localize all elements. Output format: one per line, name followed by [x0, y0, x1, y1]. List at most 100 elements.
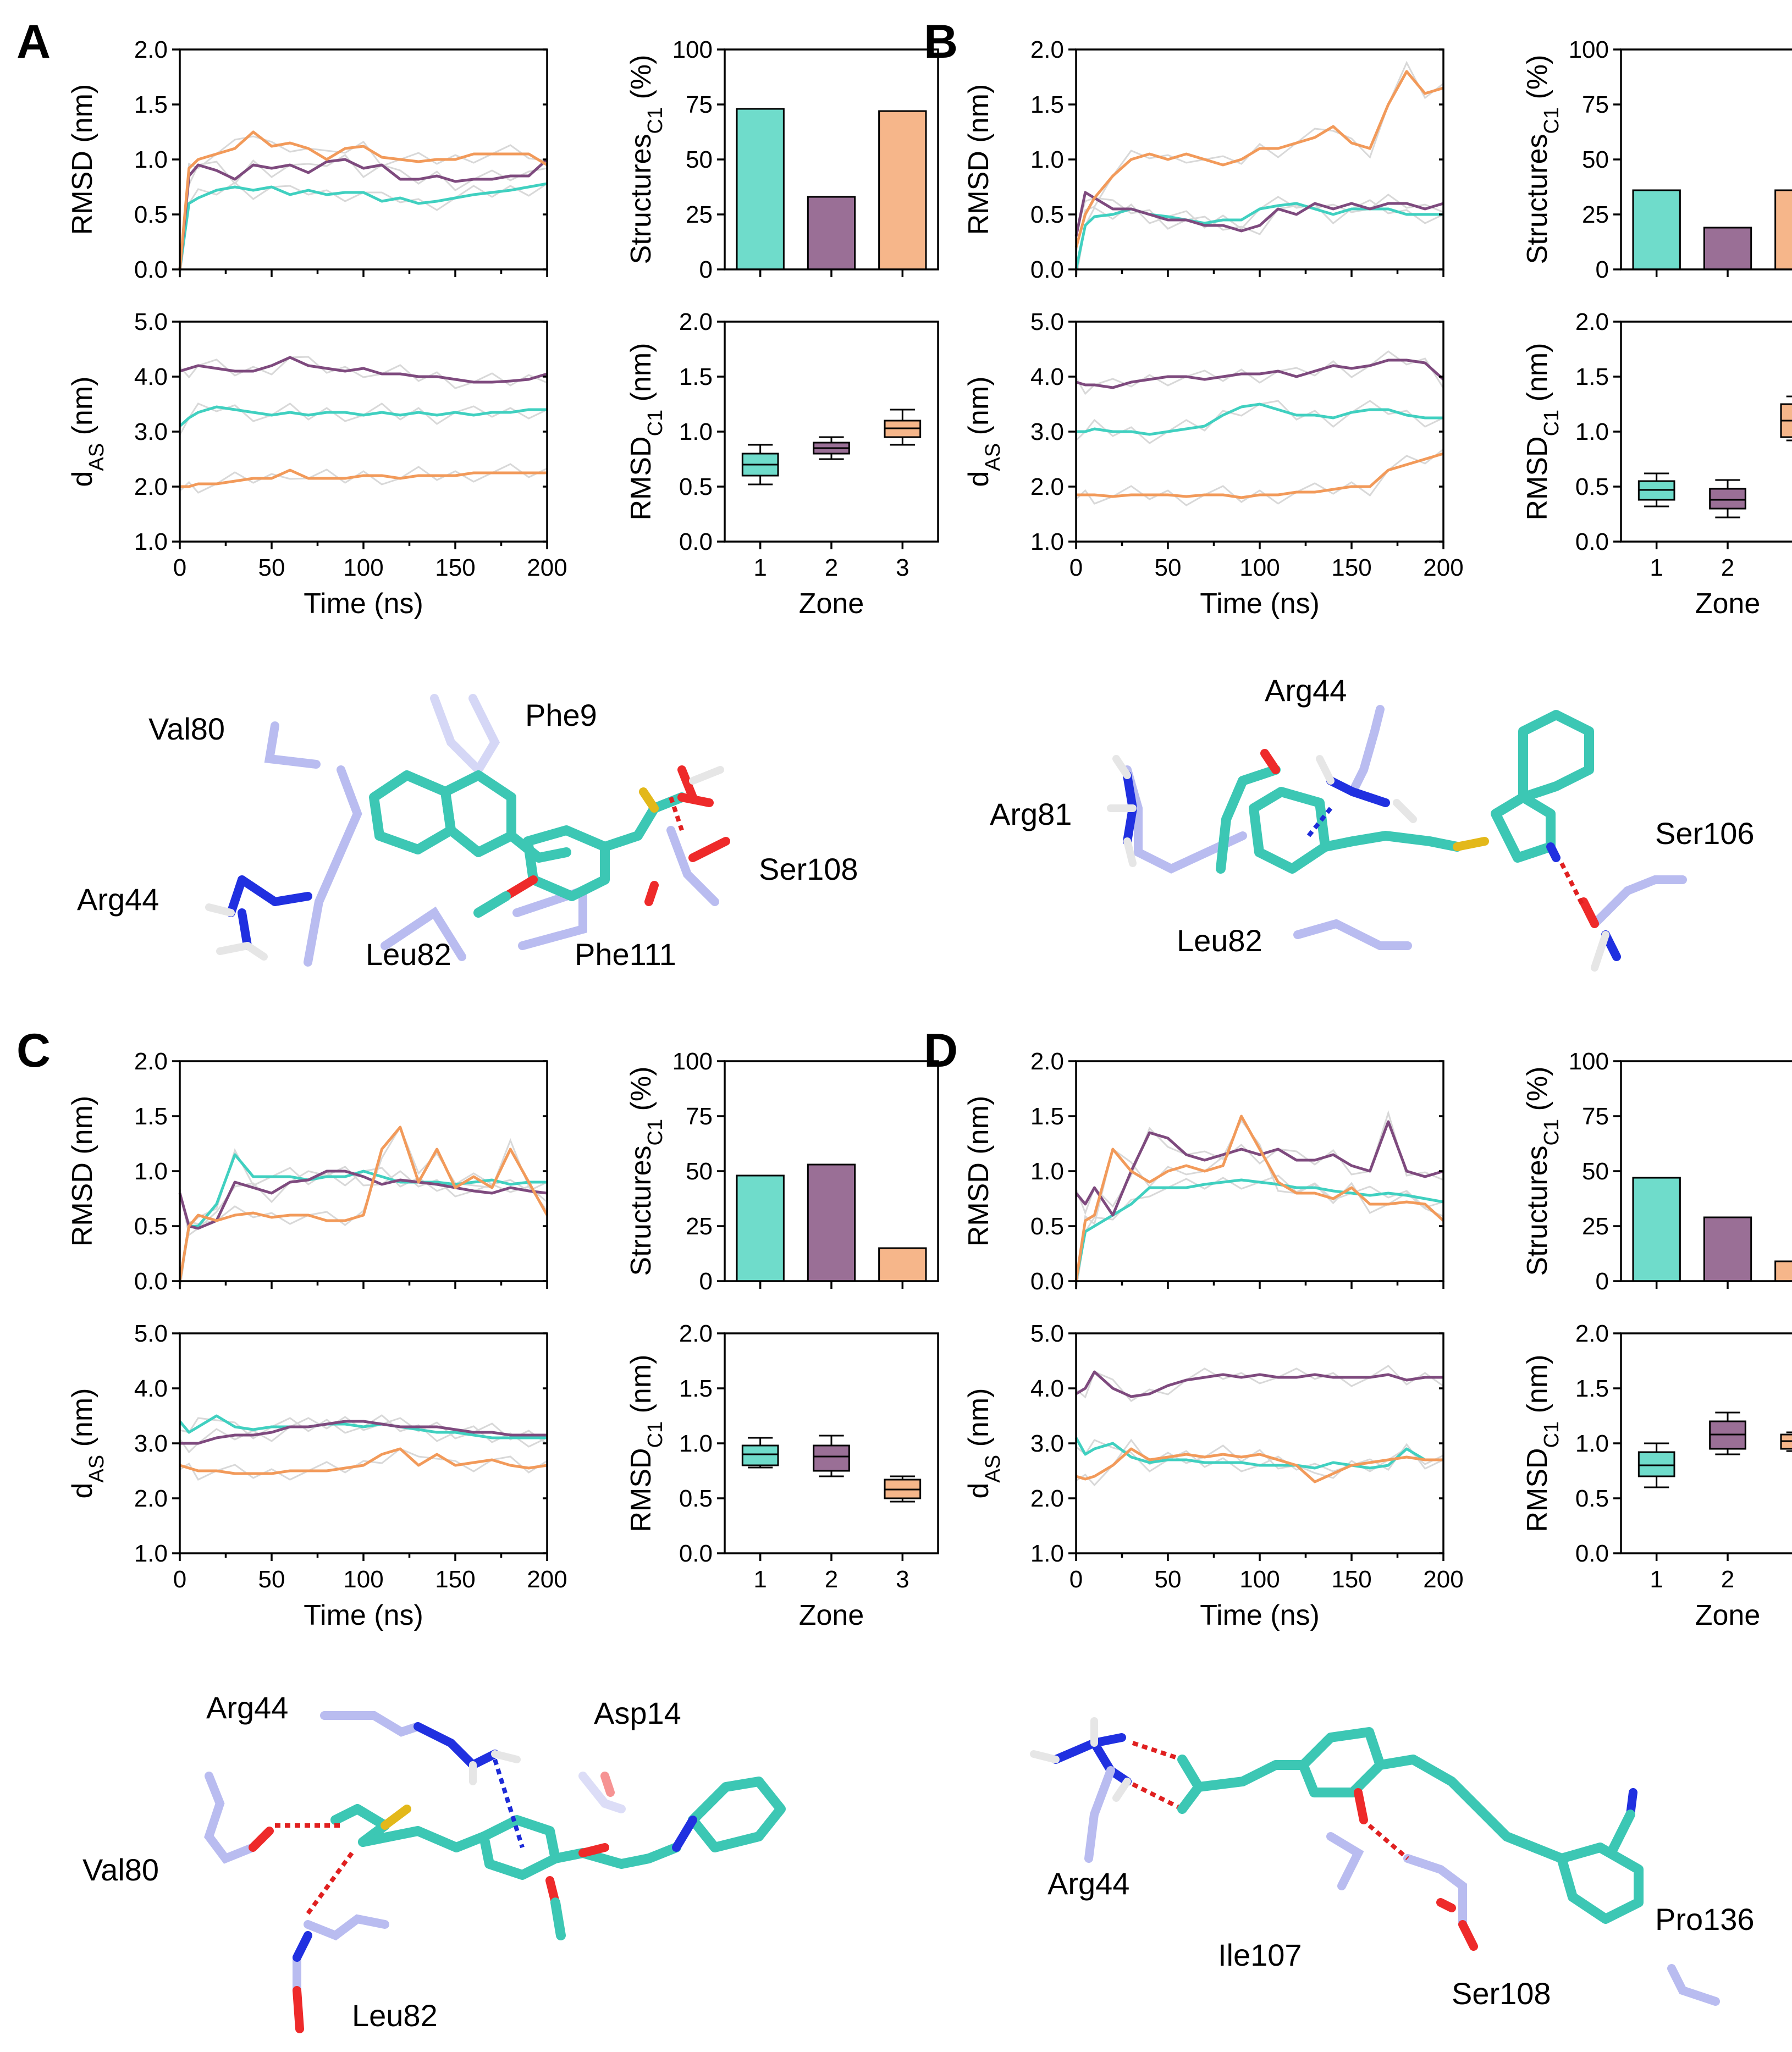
asp14-sticks	[578, 1772, 626, 1813]
x-tick-label: 100	[343, 554, 383, 581]
y-tick-label: 2.0	[1030, 36, 1064, 63]
y-axis-label: RMSD (nm)	[67, 84, 98, 235]
series-line-zone-2	[1075, 1120, 1444, 1217]
x-axis-label: Time (ns)	[1200, 588, 1320, 620]
series-line-zone-1	[1074, 1437, 1443, 1470]
series-line-zone-3	[1074, 1115, 1444, 1282]
plot-frame	[179, 321, 548, 543]
y-axis-label: RMSDC1 (nm)	[625, 1354, 667, 1532]
y-tick-label: 1.5	[679, 1375, 713, 1402]
x-axis-label: Zone	[799, 588, 864, 620]
y-tick-label: 0.0	[1030, 1268, 1064, 1295]
y-tick-label: 0	[699, 1268, 713, 1295]
ligand-b-chain	[1216, 765, 1281, 874]
y-tick-label: 5.0	[134, 1320, 168, 1347]
y-tick-label: 0.0	[1575, 528, 1609, 555]
series-line-zone-1	[1074, 1178, 1444, 1282]
panel-c-charts: 0.0 0.5 1.0 1.5 2.0 RMSD (nm) 1.0 2.0 3.0 4.0 5.0 0…	[67, 1048, 939, 1631]
raw-trace	[1075, 194, 1444, 235]
x-tick-label: 100	[343, 1566, 383, 1593]
phe9-sticks	[430, 694, 500, 777]
pro136-sticks	[1667, 1964, 1720, 2006]
y-tick-label: 50	[1582, 1158, 1609, 1185]
arg44-d-chain	[1084, 1766, 1115, 1863]
y-axis-label: dAS (nm)	[963, 1388, 1005, 1499]
box-zone-1	[741, 1444, 779, 1466]
series-line-zone-2	[178, 158, 548, 270]
molecule-panel-a	[205, 694, 730, 967]
x-tick-label: 150	[1331, 1566, 1371, 1593]
y-tick-label: 0.0	[134, 256, 168, 283]
y-tick-label: 0.5	[1575, 1485, 1609, 1512]
y-tick-label: 25	[1582, 201, 1609, 228]
ligand-d-tail	[1375, 1755, 1567, 1863]
bar-zone-1	[1632, 189, 1681, 271]
series-line-zone-3	[1076, 452, 1444, 499]
y-tick-label: 4.0	[1030, 1375, 1064, 1402]
y-tick-label: 4.0	[134, 1375, 168, 1402]
y-tick-label: 2.0	[1030, 1485, 1064, 1512]
x-tick-label: 3	[896, 554, 909, 581]
arg44-c-chain	[320, 1711, 422, 1737]
y-axis-label: StructuresC1 (%)	[1521, 1067, 1563, 1276]
y-axis-label: RMSDC1 (nm)	[1521, 1354, 1563, 1532]
y-tick-label: 5.0	[1030, 1320, 1064, 1347]
x-tick-label: 1	[1650, 554, 1663, 581]
y-tick-label: 2.0	[1575, 1320, 1609, 1347]
y-tick-label: 3.0	[134, 1430, 168, 1457]
ser106-sticks	[1590, 875, 1687, 928]
y-axis-label: RMSD (nm)	[963, 1096, 995, 1246]
series-line-zone-3	[178, 130, 548, 270]
panel-b-charts: 0.0 0.5 1.0 1.5 2.0 RMSD (nm) 1.0 2.0 3.0 4.0 5.0 0…	[963, 36, 1792, 620]
x-tick-label: 0	[1069, 1566, 1083, 1593]
phe111-sticks	[512, 884, 587, 950]
x-tick-label: 2	[825, 1566, 838, 1593]
y-tick-label: 1.5	[134, 1103, 168, 1130]
ligand-b-ring3	[1518, 710, 1594, 802]
y-tick-label: 2.0	[1030, 1048, 1064, 1075]
series-line-zone-3	[179, 1447, 548, 1475]
series-line-zone-2	[180, 1420, 547, 1445]
raw-trace	[179, 356, 548, 389]
bar-zone-1	[1632, 1177, 1681, 1282]
ser108-sticks	[666, 826, 719, 906]
y-tick-label: 1.0	[134, 1540, 168, 1567]
x-tick-label: 0	[1069, 554, 1083, 581]
ligand-b-ring2	[1491, 792, 1556, 863]
y-axis-label: StructuresC1 (%)	[625, 1067, 667, 1276]
series-line-zone-1	[179, 1414, 547, 1439]
raw-trace	[179, 463, 548, 494]
ligand-a-ring3	[523, 825, 610, 901]
x-tick-label: 200	[1423, 554, 1463, 581]
y-tick-label: 3.0	[1030, 418, 1064, 445]
y-tick-label: 0.0	[679, 1540, 713, 1567]
box-zone-1	[1637, 1451, 1675, 1477]
y-tick-label: 0.5	[679, 1485, 713, 1512]
molecule-panel-d	[1030, 1717, 1720, 2006]
y-tick-label: 75	[686, 91, 713, 118]
plot-frame	[1620, 321, 1792, 543]
y-tick-label: 1.0	[1575, 418, 1609, 445]
x-tick-label: 200	[527, 1566, 567, 1593]
series-line-zone-2	[179, 356, 548, 384]
bar-zone-3	[878, 110, 927, 271]
y-tick-label: 25	[686, 201, 713, 228]
panel-d-charts: 0.0 0.5 1.0 1.5 2.0 RMSD (nm) 1.0 2.0 3.0 4.0 5.0 0…	[963, 1048, 1792, 1631]
ligand-c-tail	[550, 1843, 681, 1869]
y-axis-label: dAS (nm)	[67, 377, 108, 487]
charts-layer: 0.0 0.5 1.0 1.5 2.0 RMSD (nm) 1.0 2.0 3.0 4.0 5.0 0…	[67, 36, 1792, 1631]
ligand-c-ring3	[688, 1777, 786, 1852]
y-tick-label: 100	[672, 36, 713, 63]
y-tick-label: 0.5	[679, 473, 713, 500]
x-tick-label: 2	[1721, 554, 1734, 581]
y-tick-label: 1.5	[679, 363, 713, 390]
y-tick-label: 75	[686, 1103, 713, 1130]
y-tick-label: 0.5	[1575, 473, 1609, 500]
y-tick-label: 0	[699, 256, 713, 283]
series-line-zone-1	[1076, 402, 1443, 436]
ligand-b-linker	[1320, 831, 1462, 852]
raw-trace	[1075, 448, 1444, 506]
y-tick-label: 1.5	[134, 91, 168, 118]
y-tick-label: 50	[1582, 146, 1609, 173]
y-tick-label: 4.0	[1030, 363, 1064, 390]
